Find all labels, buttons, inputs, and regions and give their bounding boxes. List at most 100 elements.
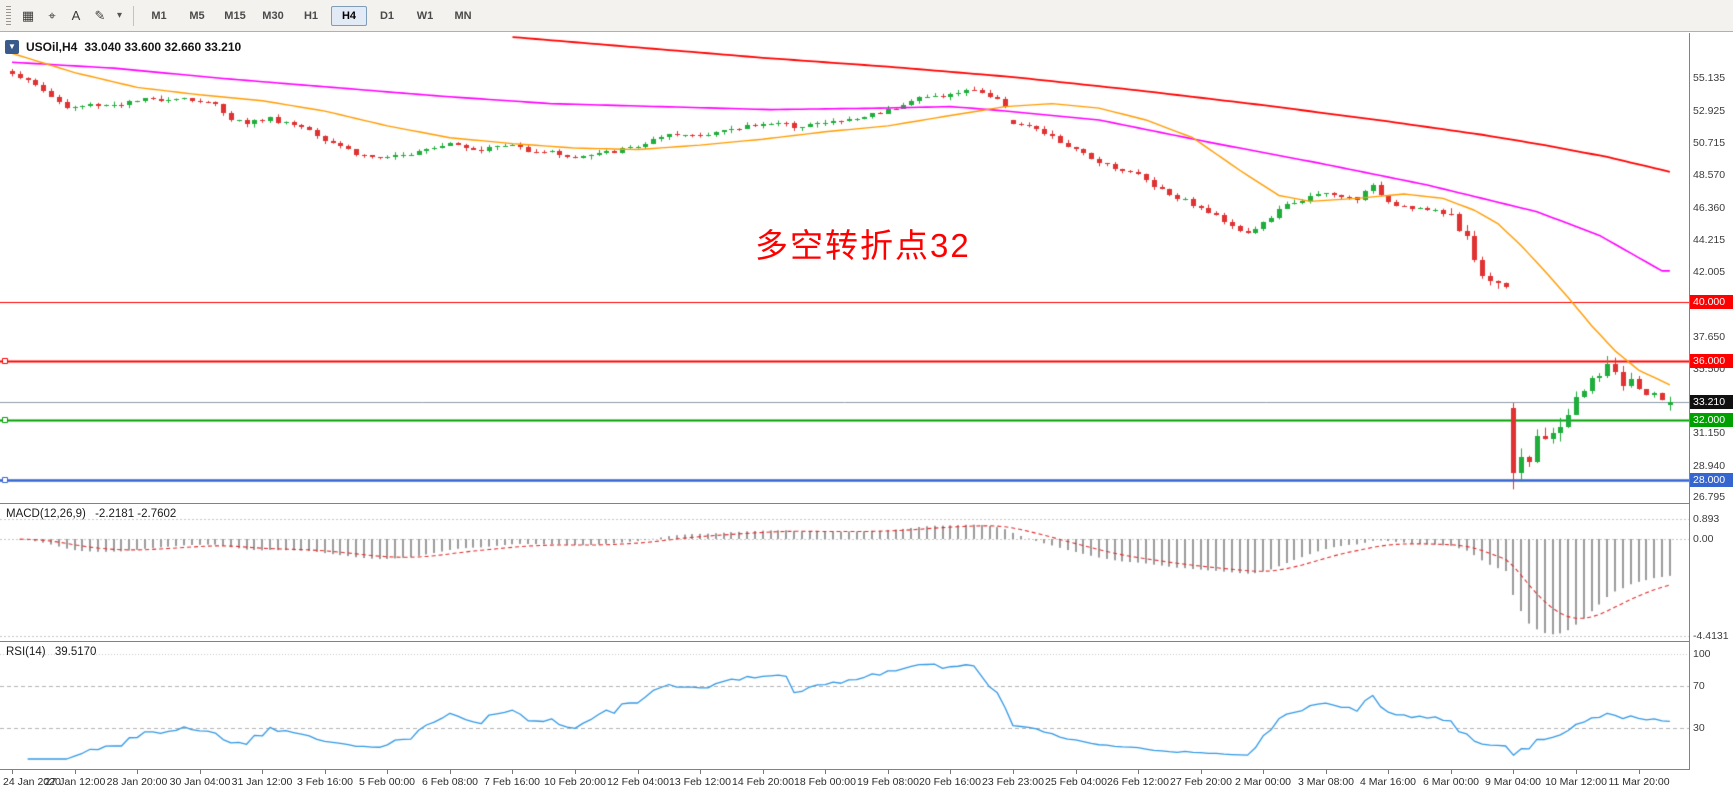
crosshair-icon[interactable]: ⌖	[48, 7, 56, 23]
timeframes-toolbar: M1 M5 M15 M30 H1 H4 D1 W1 MN	[140, 5, 482, 26]
time-axis-tick	[137, 770, 138, 774]
price-badge-40.000: 40.000	[1690, 294, 1733, 309]
time-axis-label: 4 Mar 16:00	[1359, 776, 1417, 788]
time-axis-label: 24 Jan 2020	[3, 776, 61, 788]
time-axis-label: 3 Mar 08:00	[1297, 776, 1355, 788]
toolbar-grip[interactable]	[6, 5, 11, 26]
chart-symbol-period: USOil,H4	[26, 40, 78, 54]
time-axis-label: 13 Feb 12:00	[669, 776, 731, 788]
rsi-axis-label: 70	[1693, 679, 1705, 692]
time-axis-label: 23 Feb 23:00	[982, 776, 1044, 788]
price-axis-label: 48.570	[1693, 169, 1726, 182]
time-axis-tick	[200, 770, 201, 774]
time-axis-label: 19 Feb 08:00	[857, 776, 919, 788]
price-badge-28.000: 28.000	[1690, 472, 1733, 487]
time-axis-label: 11 Mar 20:00	[1608, 776, 1670, 788]
time-axis-label: 12 Feb 04:00	[607, 776, 669, 788]
panel-separator[interactable]	[0, 503, 1689, 504]
time-axis-tick	[1513, 770, 1514, 774]
time-axis-tick	[825, 770, 826, 774]
time-axis-tick	[387, 770, 388, 774]
chart-annotation[interactable]: 多空转折点32	[755, 227, 971, 264]
price-axis-label: 55.135	[1693, 72, 1726, 84]
time-axis-label: 27 Jan 12:00	[44, 776, 106, 788]
macd-canvas[interactable]	[0, 504, 1689, 641]
chart-ohlc-values: 33.040 33.600 32.660 33.210	[84, 40, 242, 54]
draw-tools-icon[interactable]: ✎	[94, 7, 106, 23]
time-axis-label: 18 Feb 00:00	[794, 776, 856, 788]
time-axis-tick	[1013, 770, 1014, 774]
macd-values: -2.2181 -2.7602	[95, 508, 177, 520]
price-badge-36.000: 36.000	[1690, 354, 1733, 369]
time-axis-tick	[1388, 770, 1389, 774]
macd-name: MACD(12,26,9)	[6, 508, 86, 520]
price-axis-label: 31.150	[1693, 426, 1726, 439]
price-axis-label: 50.715	[1693, 137, 1726, 150]
time-axis-tick	[1451, 770, 1452, 774]
dropdown-arrow-icon[interactable]: ▾	[116, 10, 123, 21]
chart-window-icon[interactable]: ▦	[21, 7, 35, 23]
time-axis-label: 14 Feb 20:00	[732, 776, 794, 788]
price-axis[interactable]: 55.135 52.925 50.715 48.570 46.360 44.215 42.0…	[1690, 33, 1733, 770]
price-axis-label: 52.925	[1693, 104, 1726, 117]
price-axis-label: 42.005	[1693, 266, 1726, 279]
collapse-chart-icon[interactable]: ▼	[5, 40, 19, 54]
toolbar: ▦ ⌖ A ✎ ▾ M1 M5 M15 M30 H1 H4 D1 W1 MN	[0, 0, 1733, 32]
line-studies-toolbar: ▦ ⌖ A ✎ ▾	[16, 4, 127, 28]
timeframe-button-h4[interactable]: H4	[331, 5, 367, 26]
time-axis-tick	[1076, 770, 1077, 774]
time-axis-tick	[1326, 770, 1327, 774]
rsi-axis-label: 30	[1693, 721, 1705, 734]
timeframe-button-m30[interactable]: M30	[262, 9, 284, 22]
timeframe-button-h1[interactable]: H1	[303, 9, 319, 22]
time-axis-label: 10 Mar 12:00	[1545, 776, 1607, 788]
time-axis-label: 9 Mar 04:00	[1484, 776, 1542, 788]
time-axis-label: 26 Feb 12:00	[1107, 776, 1169, 788]
rsi-canvas[interactable]	[0, 642, 1689, 769]
time-axis-label: 31 Jan 12:00	[231, 776, 293, 788]
time-axis-tick	[1201, 770, 1202, 774]
price-axis-label: 26.795	[1693, 491, 1726, 504]
time-axis-tick	[700, 770, 701, 774]
timeframe-button-m1[interactable]: M1	[151, 9, 167, 22]
time-axis-label: 27 Feb 20:00	[1170, 776, 1232, 788]
time-axis-tick	[763, 770, 764, 774]
timeframe-button-mn[interactable]: MN	[454, 9, 472, 22]
time-axis-label: 20 Feb 16:00	[919, 776, 981, 788]
text-tool-icon[interactable]: A	[71, 8, 81, 23]
time-axis-tick	[1138, 770, 1139, 774]
time-axis-tick	[450, 770, 451, 774]
rsi-value: 39.5170	[54, 646, 97, 658]
toolbar-separator	[133, 5, 134, 26]
time-axis-tick	[1263, 770, 1264, 774]
time-axis-label: 25 Feb 04:00	[1045, 776, 1107, 788]
timeframe-button-m5[interactable]: M5	[189, 9, 205, 22]
time-axis-tick	[888, 770, 889, 774]
current-price-badge: 33.210	[1690, 395, 1733, 410]
timeframe-button-m15[interactable]: M15	[224, 9, 246, 22]
time-axis-tick	[950, 770, 951, 774]
time-axis[interactable]: 24 Jan 2020 27 Jan 12:00 28 Jan 20:00 30 Ja…	[0, 770, 1733, 798]
price-axis-label: 44.215	[1693, 233, 1726, 246]
panel-separator[interactable]	[0, 769, 1733, 770]
chart-title: ▼ USOil,H4 33.040 33.600 32.660 33.210	[5, 40, 241, 54]
time-axis-tick	[575, 770, 576, 774]
panel-separator[interactable]	[0, 641, 1689, 642]
main-chart-canvas[interactable]	[0, 33, 1689, 503]
timeframe-button-d1[interactable]: D1	[379, 9, 395, 22]
time-axis-tick	[512, 770, 513, 774]
time-axis-tick	[262, 770, 263, 774]
timeframe-button-w1[interactable]: W1	[416, 9, 434, 22]
time-axis-label: 5 Feb 00:00	[358, 776, 416, 788]
macd-axis-label: 0.893	[1693, 513, 1720, 526]
time-axis-tick	[75, 770, 76, 774]
rsi-name: RSI(14)	[6, 646, 46, 658]
time-axis-label: 10 Feb 20:00	[544, 776, 606, 788]
time-axis-tick	[1639, 770, 1640, 774]
time-axis-label: 6 Mar 00:00	[1422, 776, 1480, 788]
price-axis-label: 46.360	[1693, 201, 1726, 214]
time-axis-label: 7 Feb 16:00	[483, 776, 541, 788]
price-axis-label: 37.650	[1693, 330, 1726, 343]
time-axis-label: 30 Jan 04:00	[169, 776, 231, 788]
